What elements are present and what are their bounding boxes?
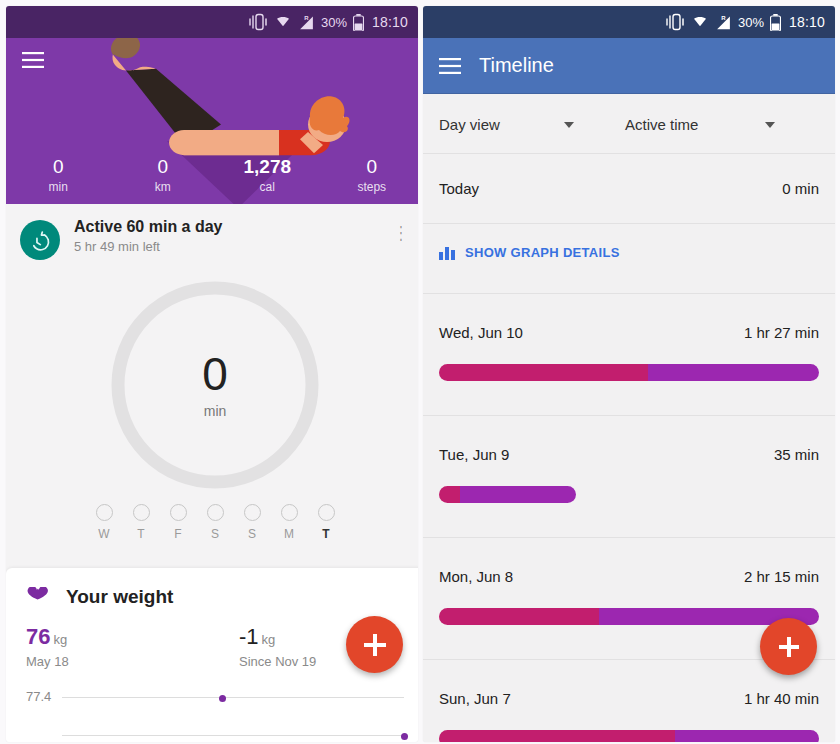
svg-text:R: R <box>721 15 726 21</box>
svg-text:R: R <box>304 15 309 21</box>
